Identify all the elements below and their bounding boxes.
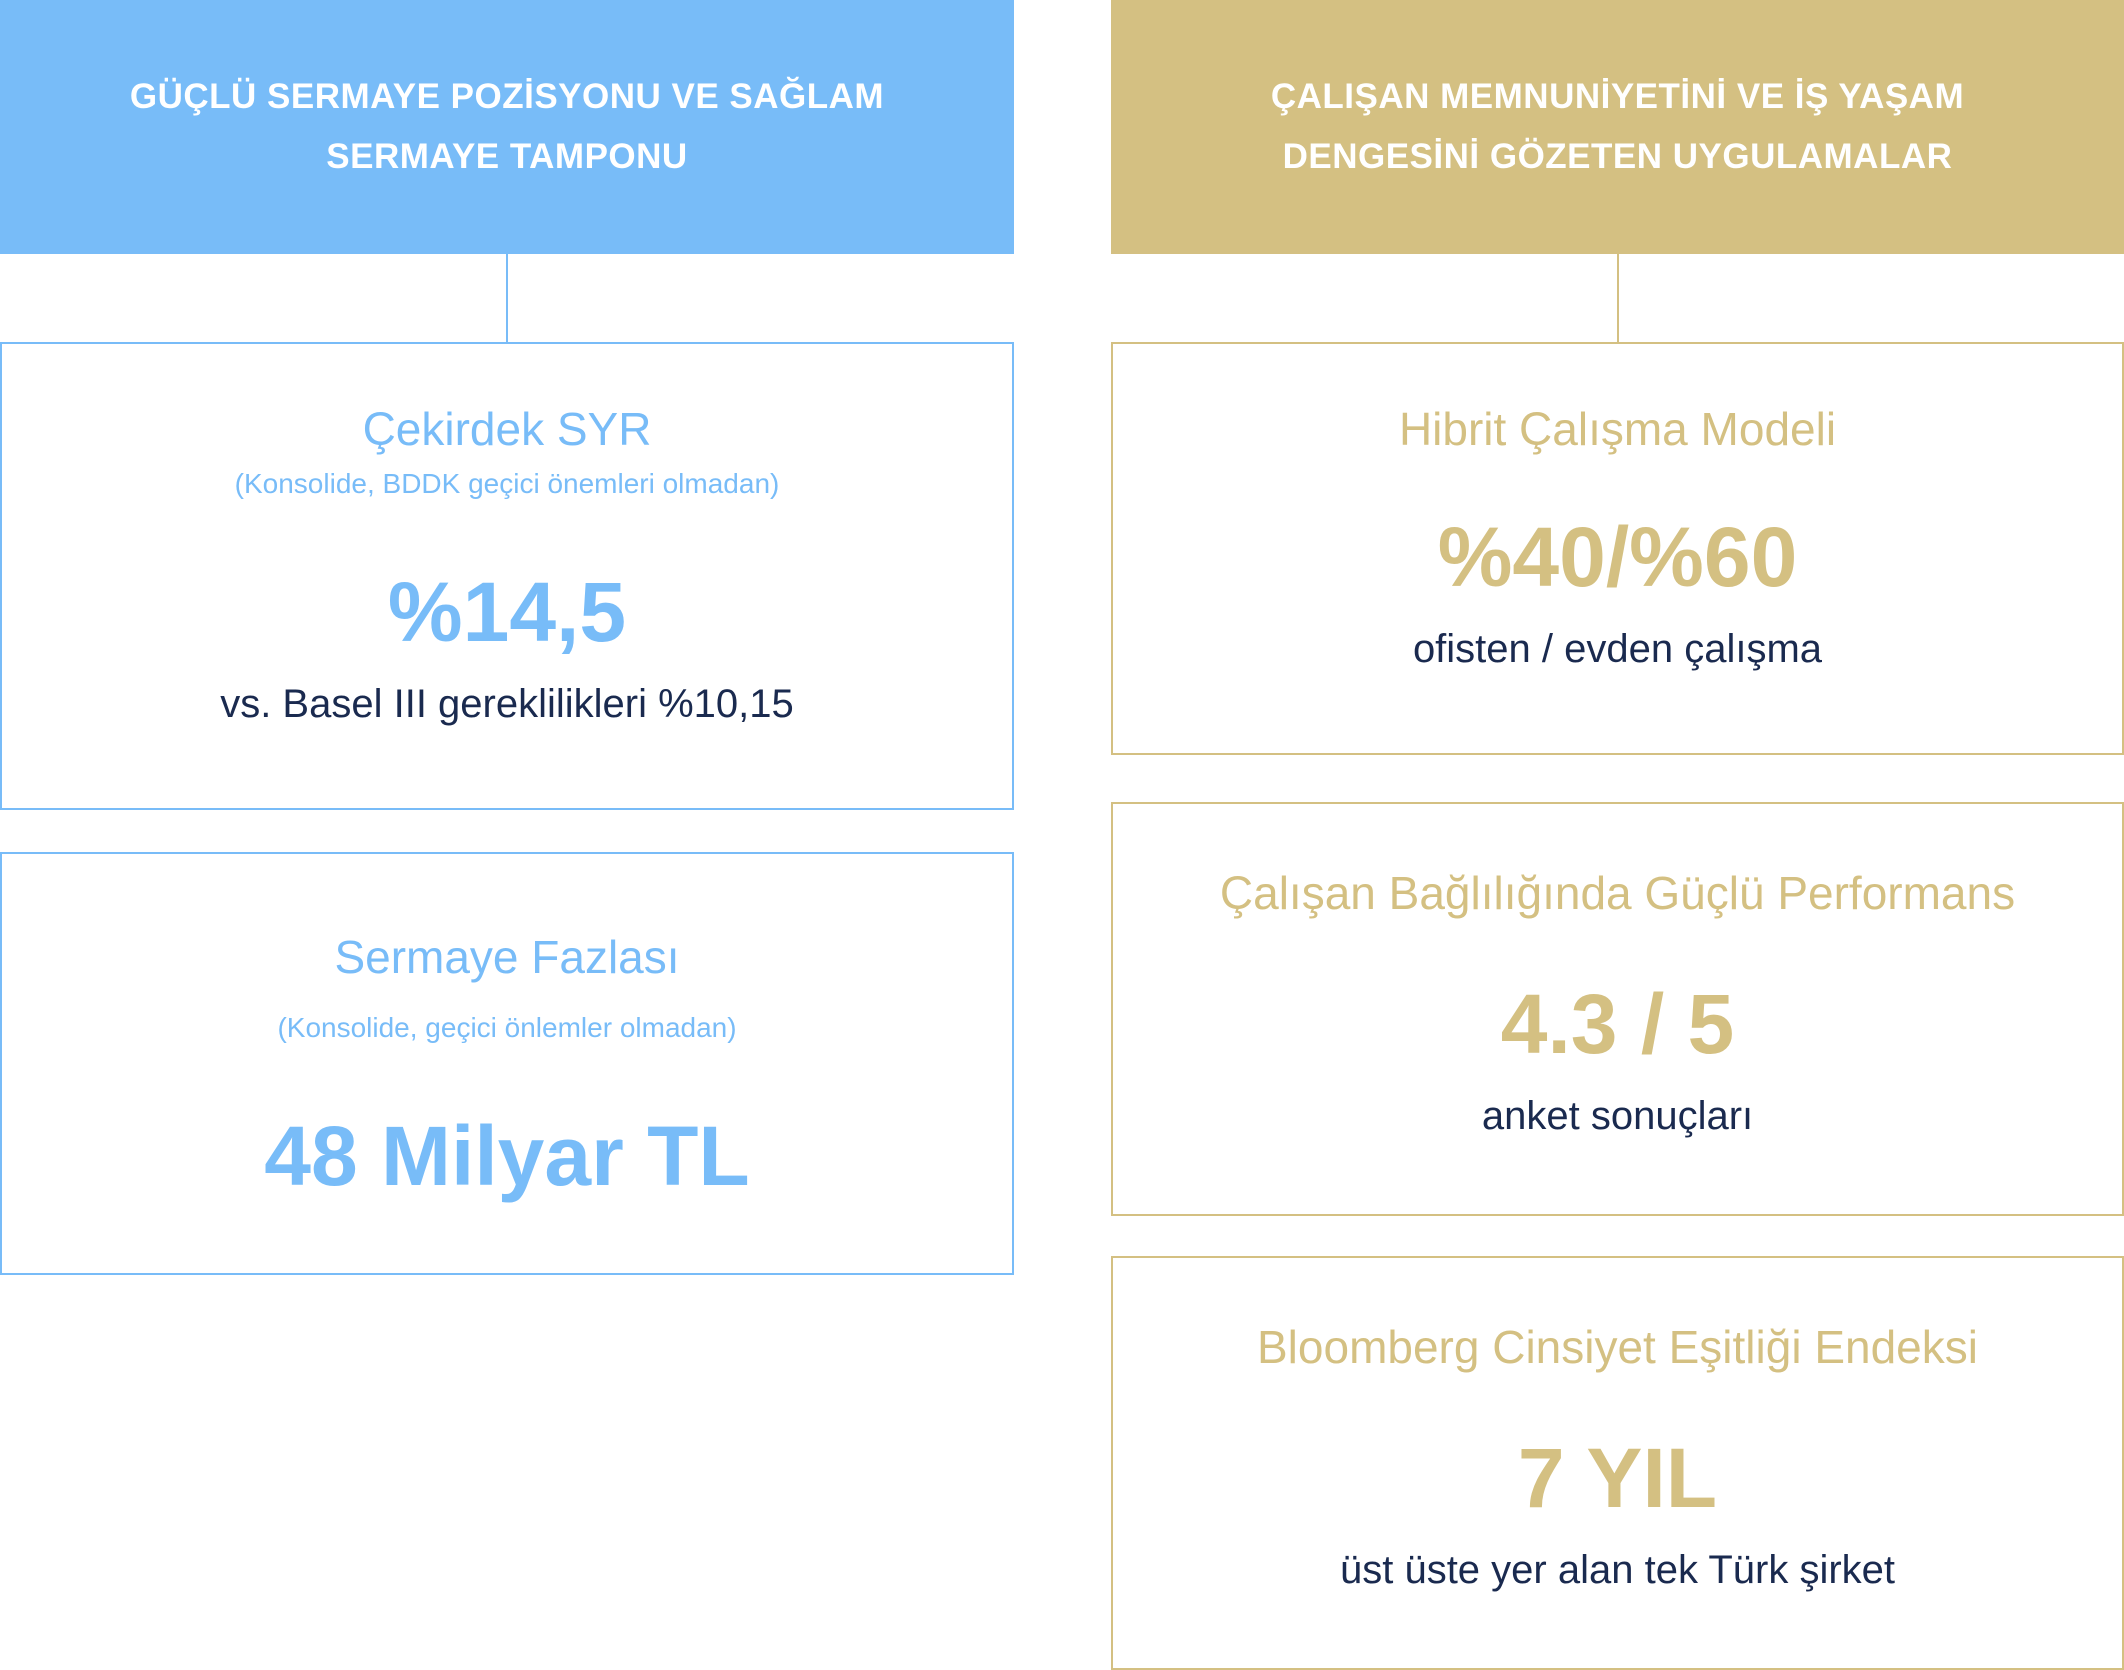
employee-satisfaction-header: ÇALIŞAN MEMNUNİYETİNİ VE İŞ YAŞAM DENGES… [1111, 0, 2124, 254]
capital-surplus-title: Sermaye Fazlası [334, 931, 680, 983]
hybrid-work-value: %40/%60 [1437, 510, 1798, 604]
core-capital-ratio-caption: vs. Basel III gereklilikleri %10,15 [220, 682, 794, 726]
capital-surplus-note: (Konsolide, geçici önlemler olmadan) [277, 1012, 737, 1043]
gender-equality-index-title: Bloomberg Cinsiyet Eşitliği Endeksi [1257, 1321, 1978, 1373]
capital-surplus-card: Sermaye Fazlası (Konsolide, geçici önlem… [0, 852, 1014, 1275]
capital-surplus-value: 48 Milyar TL [264, 1109, 750, 1203]
employee-satisfaction-connector [1617, 254, 1619, 342]
employee-engagement-caption: anket sonuçları [1481, 1094, 1754, 1138]
employee-engagement-value: 4.3 / 5 [1500, 977, 1735, 1071]
capital-position-header: GÜÇLÜ SERMAYE POZİSYONU VE SAĞLAM SERMAY… [0, 0, 1014, 254]
employee-satisfaction-header-line1: ÇALIŞAN MEMNUNİYETİNİ VE İŞ YAŞAM [1270, 77, 1965, 116]
gender-equality-index-card: Bloomberg Cinsiyet Eşitliği Endeksi 7 YI… [1111, 1256, 2124, 1670]
employee-engagement-card: Çalışan Bağlılığında Güçlü Performans 4.… [1111, 802, 2124, 1216]
capital-position-connector [506, 254, 508, 342]
employee-satisfaction-header-line2: DENGESİNİ GÖZETEN UYGULAMALAR [1282, 137, 1953, 176]
capital-position-header-line1: GÜÇLÜ SERMAYE POZİSYONU VE SAĞLAM [129, 77, 885, 116]
core-capital-ratio-value: %14,5 [387, 565, 627, 659]
capital-position-header-line2: SERMAYE TAMPONU [326, 137, 688, 176]
core-capital-ratio-title: Çekirdek SYR [362, 403, 652, 455]
employee-engagement-title: Çalışan Bağlılığında Güçlü Performans [1219, 867, 2016, 919]
hybrid-work-caption: ofisten / evden çalışma [1412, 627, 1823, 671]
hybrid-work-card: Hibrit Çalışma Modeli %40/%60 ofisten / … [1111, 342, 2124, 755]
gender-equality-index-value: 7 YIL [1517, 1431, 1718, 1525]
core-capital-ratio-note: (Konsolide, BDDK geçici önemleri olmadan… [234, 468, 780, 499]
hybrid-work-title: Hibrit Çalışma Modeli [1398, 403, 1837, 455]
gender-equality-index-caption: üst üste yer alan tek Türk şirket [1339, 1548, 1896, 1592]
core-capital-ratio-card: Çekirdek SYR (Konsolide, BDDK geçici öne… [0, 342, 1014, 810]
